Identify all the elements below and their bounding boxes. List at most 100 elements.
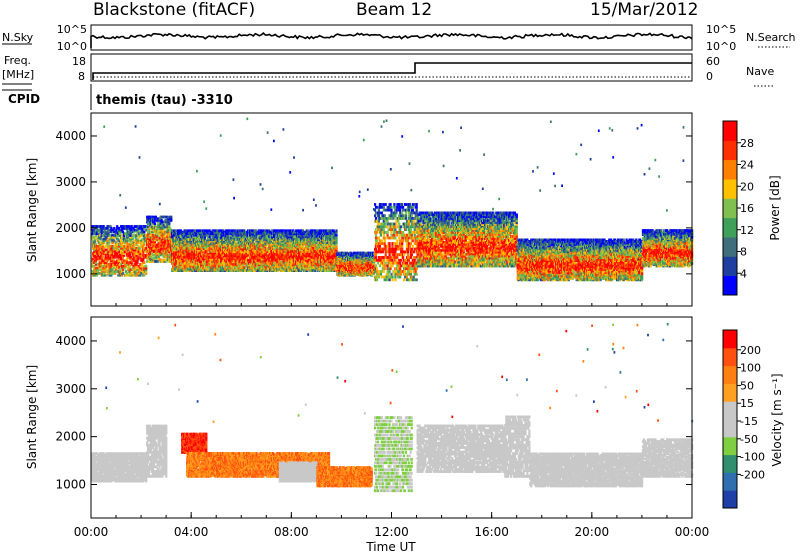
power-cell-956: [150, 234, 152, 237]
power-cell-679: [133, 234, 135, 237]
power-cell-495: [121, 252, 123, 255]
power-cell-746: [137, 265, 139, 268]
power-cell-32: [93, 265, 95, 268]
power-cell-153: [100, 241, 102, 244]
power-cell-498: [121, 234, 123, 237]
power-cell-348: [112, 270, 114, 273]
freq-unit: [MHz]: [2, 68, 34, 81]
power-cell-459: [119, 268, 121, 271]
power-cell-319: [110, 263, 112, 266]
power-cell-4022: [293, 263, 295, 266]
power-cell-2169: [209, 229, 211, 232]
power-cell-699: [134, 229, 136, 232]
power-cell-903: [147, 222, 149, 225]
power-cell-953: [150, 240, 152, 243]
nsearch-tick-bottom: 10^0: [706, 40, 736, 53]
nave-tick-top: 60: [706, 55, 720, 68]
nsky-tick-bottom: 10^0: [57, 40, 87, 53]
power-cell-502: [122, 272, 124, 275]
freq-tick-top: 18: [72, 55, 86, 68]
power-cell-810: [141, 241, 143, 244]
power-cell-374: [113, 240, 115, 243]
power-cell-793: [140, 258, 142, 261]
power-cell-4182: [301, 268, 303, 271]
power-cell-1065: [157, 260, 159, 263]
power-cell-378: [113, 227, 115, 230]
power-cell-192: [102, 231, 104, 234]
nsearch-tick-top: 10^5: [706, 23, 736, 36]
power-cell-4898: [334, 268, 336, 271]
freq-panel: Freq. [MHz] 18 8 60 0 Nave: [2, 54, 774, 86]
nsky-panel: N.Sky 10^5 10^0 10^5 10^0 N.Search: [2, 23, 796, 53]
power-cell-122: [98, 225, 100, 228]
power-cell-697: [134, 240, 136, 243]
freq-tick-bottom: 8: [78, 70, 85, 83]
power-cell-110: [98, 272, 100, 275]
power-cell-627: [130, 256, 132, 259]
power-cell-4952: [335, 246, 337, 249]
beam-label: Beam 12: [356, 0, 432, 20]
power-cell-281: [107, 225, 109, 228]
nsky-label: N.Sky: [2, 31, 34, 44]
power-cell-1345: [171, 229, 173, 232]
power-cell-4069: [295, 250, 297, 253]
nave-label: Nave: [746, 65, 774, 78]
power-cell-396: [115, 252, 117, 255]
nave-tick-bottom: 0: [706, 70, 713, 83]
power-cell-849: [143, 225, 145, 228]
power-cell-456: [118, 227, 120, 230]
power-cell-3210: [257, 269, 259, 272]
power-cell-872: [146, 260, 148, 263]
power-cell-1268: [167, 216, 169, 219]
power-cell-700: [134, 225, 136, 228]
power-cell-609: [129, 265, 131, 268]
power-cell-24: [92, 236, 94, 239]
power-cell-2167: [209, 235, 211, 238]
power-scatter: [91, 118, 693, 282]
power-cell-4864: [332, 255, 334, 258]
power-cell-866: [145, 247, 147, 250]
power-cell-4080: [295, 229, 297, 232]
power-cell-3189: [255, 229, 257, 232]
power-cell-811: [141, 238, 143, 241]
cpid-value: themis (tau) -3310: [96, 93, 233, 108]
power-cell-1183: [163, 258, 165, 261]
power-cell-4959: [335, 234, 337, 237]
power-cell-803: [140, 225, 142, 228]
power-cell-2120: [207, 253, 209, 256]
cpid-label: CPID: [8, 92, 40, 106]
power-cell-4140: [298, 235, 300, 238]
power-cell-1712: [188, 238, 190, 241]
nsky-tick-top: 10^5: [57, 23, 87, 36]
power-cell-1879: [195, 232, 197, 235]
power-cell-3701: [279, 260, 281, 263]
power-cell-982: [152, 254, 154, 257]
power-cell-650: [131, 225, 133, 228]
power-cell-1827: [193, 256, 195, 259]
power-cell-696: [134, 243, 136, 246]
power-cell-239: [106, 274, 108, 277]
power-cell-1030: [154, 222, 156, 225]
power-cell-2945: [243, 229, 245, 232]
power-cell-794: [140, 250, 142, 253]
freq-label: Freq.: [4, 54, 31, 67]
power-cell-1431: [175, 229, 177, 232]
power-cell-1298: [169, 244, 171, 247]
nsearch-label: N.Search: [746, 31, 796, 44]
power-cell-832: [143, 274, 145, 277]
power-cell-861: [145, 265, 147, 268]
nsky-trace: [91, 33, 692, 48]
power-cell-625: [130, 268, 132, 271]
power-cell-503: [122, 268, 124, 271]
power-cell-788: [140, 272, 142, 275]
station-title: Blackstone (fitACF): [93, 0, 255, 20]
power-cell-870: [145, 229, 147, 232]
date-label: 15/Mar/2012: [590, 0, 698, 20]
power-cell-835: [143, 261, 145, 264]
power-cell-3008: [247, 259, 249, 262]
power-cell-638: [130, 232, 132, 235]
power-cell-1134: [161, 260, 163, 263]
